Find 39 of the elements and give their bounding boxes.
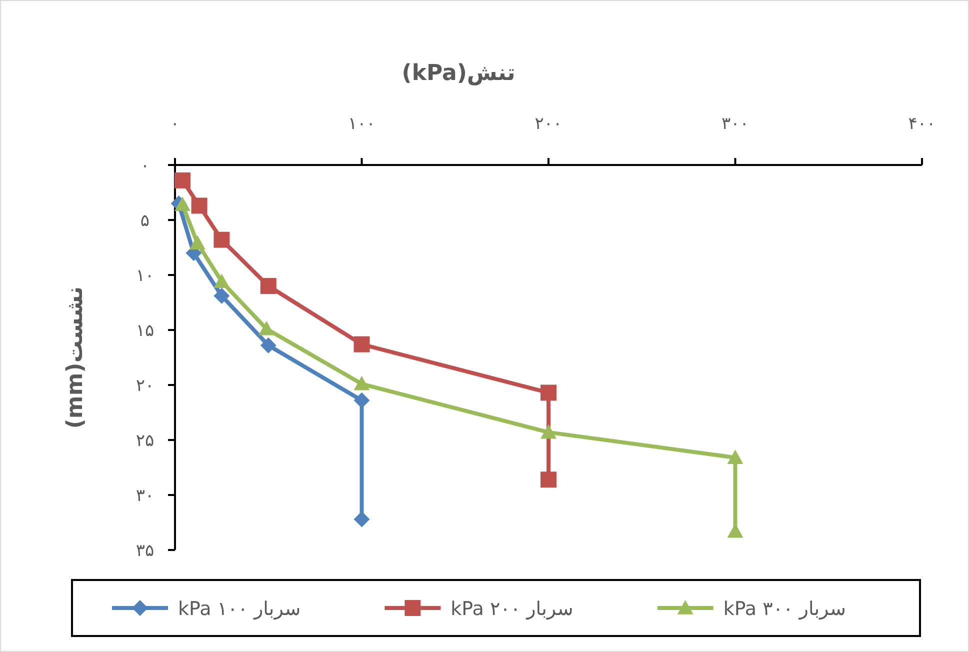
point [354,511,370,528]
legend-item: سربار ۲۰۰ kPa [384,598,574,620]
x-tick-label: ۲۰۰ [534,114,562,134]
x-tick-label: ۳۰۰ [722,114,749,134]
point [258,320,275,336]
point [354,336,370,352]
y-tick-label: ۱۰ [136,266,154,286]
legend-item: سربار ۱۰۰ kPa [112,598,301,620]
x-tick-label: ۱۰۰ [348,114,376,134]
y-tick-label: ۵ [140,211,150,231]
point [214,274,230,288]
x-axis-title: تنش(kPa) [402,61,516,86]
point [174,196,190,211]
point [727,450,744,464]
legend-label: سربار ۲۰۰ kPa [450,598,574,620]
point [354,376,370,390]
x-tick-label: ۴۰۰ [908,114,936,134]
point [191,198,208,214]
legend-label: سربار ۳۰۰ kPa [723,598,846,620]
y-tick-label: ۳۰ [136,486,154,506]
point [540,384,556,401]
legend-item: سربار ۳۰۰ kPa [657,598,846,620]
legend-label: سربار ۱۰۰ kPa [178,598,301,620]
point [540,424,556,439]
point [214,288,230,304]
y-tick-label: ۱۵ [136,321,154,341]
point [260,278,276,294]
point [260,337,276,354]
point [174,172,190,188]
point [214,232,230,248]
y-axis-title: نشست(mm) [63,286,88,429]
x-tick-label: ۰ [170,114,180,134]
y-tick-label: ۳۵ [136,541,154,561]
point [354,392,370,408]
point [540,472,556,488]
y-tick-label: ۲۵ [136,431,154,451]
point [189,235,206,250]
y-tick-label: ۲۰ [136,376,154,396]
y-tick-label: ۰ [140,156,150,176]
